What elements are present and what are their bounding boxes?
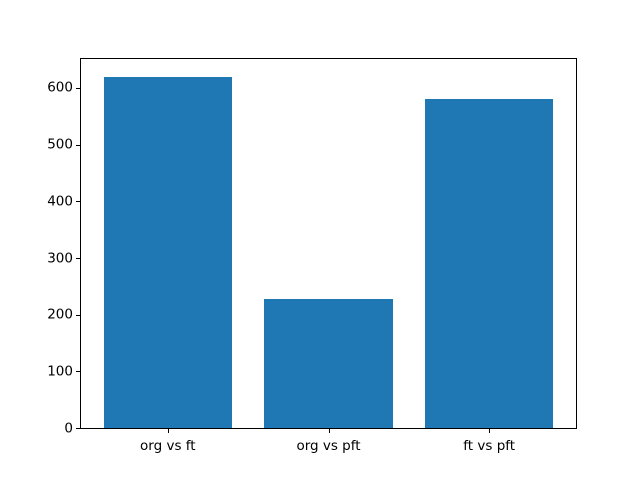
bar-org-vs-ft: [103, 76, 233, 428]
y-tick-label: 400: [47, 193, 73, 210]
yticks-layer: 0 100 200 300 400 500 600: [47, 59, 576, 434]
xticks-layer: org vs ft org vs pft ft vs pft: [81, 59, 576, 453]
x-tick-label-ft-vs-pft: ft vs pft: [463, 438, 516, 454]
y-tick-mark: [76, 201, 80, 203]
bars-layer: [81, 59, 576, 428]
y-tick-mark: [76, 144, 80, 146]
y-tick-label: 600: [47, 79, 73, 96]
y-tick-mark: [76, 258, 80, 259]
y-tick-label: 200: [47, 306, 73, 323]
y-tick-mark: [76, 87, 80, 89]
x-tick-label-org-vs-ft: org vs ft: [140, 438, 196, 454]
y-tick-mark: [76, 371, 80, 373]
x-tick-mark: [328, 429, 330, 433]
y-tick-label: 300: [47, 249, 73, 266]
y-tick-label: 0: [64, 419, 73, 436]
y-tick-label: 500: [47, 136, 73, 153]
x-tick-label-org-vs-pft: org vs pft: [296, 438, 361, 454]
plot-area: 0 100 200 300 400 500 600 org vs ft org vs pft f…: [47, 58, 577, 453]
bar-ft-vs-pft: [424, 99, 554, 428]
x-tick-mark: [167, 429, 169, 433]
x-tick-mark: [489, 429, 491, 433]
y-tick-mark: [76, 428, 80, 429]
bar-org-vs-pft: [264, 298, 393, 428]
y-tick-label: 100: [47, 363, 73, 380]
y-tick-mark: [76, 314, 80, 316]
